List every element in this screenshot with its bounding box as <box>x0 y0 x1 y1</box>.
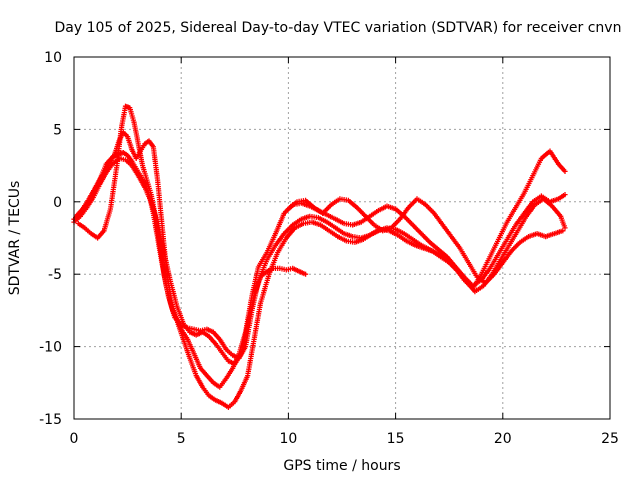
series-markers <box>73 129 568 390</box>
x-axis-label: GPS time / hours <box>283 458 400 474</box>
data-series <box>71 103 568 410</box>
x-tick-label: 0 <box>70 431 79 447</box>
x-tick-label: 15 <box>387 431 405 447</box>
y-tick-label: 0 <box>53 195 62 211</box>
y-tick-label: 5 <box>53 122 62 138</box>
y-tick-label: -5 <box>48 267 62 283</box>
chart-title: Day 105 of 2025, Sidereal Day-to-day VTE… <box>55 20 622 36</box>
y-tick-label: -15 <box>39 412 62 428</box>
y-tick-label: -10 <box>39 340 62 356</box>
x-tick-label: 25 <box>601 431 619 447</box>
y-axis-label: SDTVAR / TECUs <box>7 181 23 296</box>
x-tick-label: 20 <box>494 431 512 447</box>
series-trace-5 <box>285 196 566 286</box>
plot-frame <box>73 56 611 420</box>
axis-tick-labels: 0 5 10 15 20 25 -15 -10 -5 0 5 10 <box>39 50 619 447</box>
y-tick-label: 10 <box>44 50 62 66</box>
x-tick-label: 10 <box>279 431 297 447</box>
series-trace-3 <box>73 129 568 390</box>
series-markers <box>285 196 566 286</box>
x-tick-label: 5 <box>177 431 186 447</box>
